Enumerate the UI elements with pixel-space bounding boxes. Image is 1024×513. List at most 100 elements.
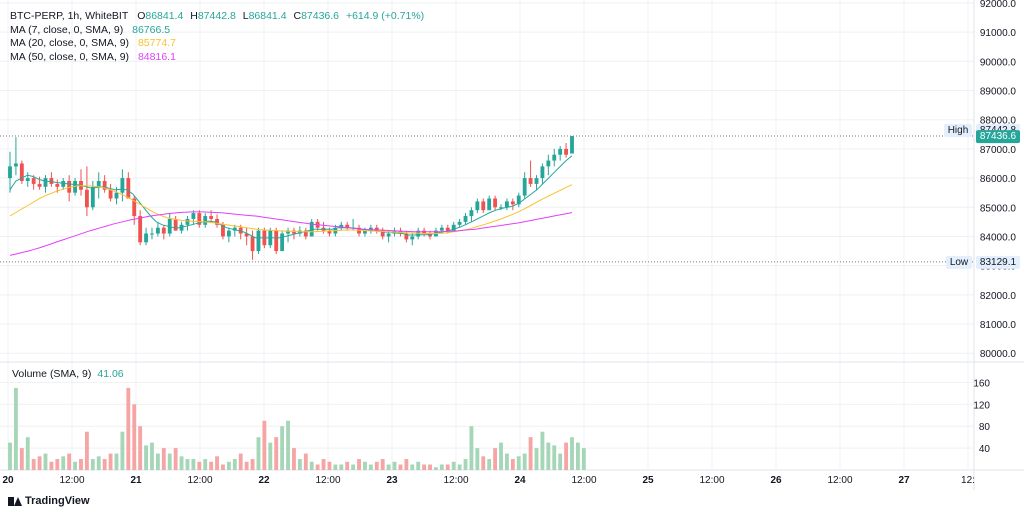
price-tick-label: 85000.0 — [980, 203, 1017, 214]
volume-bar — [463, 459, 468, 470]
volume-bar — [197, 461, 202, 470]
price-tick-label: 81000.0 — [980, 320, 1017, 331]
ohlc-low: 86841.4 — [248, 10, 287, 22]
candle-body — [102, 181, 107, 190]
volume-tick-label: 80 — [979, 422, 991, 433]
indicator-ma50[interactable]: MA (50, close, 0, SMA, 9) 84816.1 — [10, 51, 428, 65]
ohlc-close: 87436.6 — [301, 10, 340, 22]
indicator-ma20[interactable]: MA (20, close, 0, SMA, 9) 85774.7 — [10, 37, 428, 51]
candle-body — [439, 227, 444, 231]
volume-bar — [410, 464, 415, 470]
candle-body — [155, 227, 160, 234]
volume-bar — [398, 464, 403, 470]
candle-body — [25, 178, 30, 181]
ohlc-open-key: O — [137, 10, 146, 22]
current-price-label: 87436.6 — [980, 131, 1017, 142]
candle-body — [493, 198, 498, 208]
volume-bar — [144, 445, 148, 470]
volume-bar — [528, 437, 533, 470]
candle-body — [292, 230, 296, 234]
candle-body — [120, 178, 125, 193]
volume-bar — [132, 404, 137, 470]
candle-body — [552, 154, 557, 161]
volume-bar — [90, 459, 95, 470]
low-value-label: 83129.1 — [980, 257, 1017, 268]
current-price-label-bg — [976, 130, 1020, 144]
price-tick-label: 86000.0 — [980, 174, 1017, 185]
volume-bar — [67, 453, 72, 470]
time-tick-label: 12: — [961, 475, 975, 486]
volume-title: Volume (SMA, 9) — [12, 368, 92, 380]
volume-bar — [339, 464, 344, 470]
volume-legend[interactable]: Volume (SMA, 9) 41.06 — [12, 368, 124, 380]
indicator-label: MA (50, close, 0, SMA, 9) — [10, 50, 130, 63]
chart-legend: BTC-PERP, 1h, WhiteBIT O86841.4 H87442.8… — [10, 10, 428, 64]
volume-bar — [392, 461, 397, 470]
volume-bar — [43, 453, 48, 470]
candle-body — [238, 227, 243, 234]
candle-body — [90, 186, 95, 208]
indicator-value: 85774.7 — [137, 37, 176, 49]
low-value-label-bg — [976, 255, 1020, 269]
volume-bar — [226, 461, 231, 470]
volume-bar — [13, 387, 18, 470]
volume-bar — [552, 445, 557, 470]
time-tick-label: 21 — [130, 475, 142, 486]
volume-bar — [262, 420, 267, 470]
volume-bar — [380, 459, 385, 470]
volume-bar — [185, 459, 190, 470]
candle-body — [215, 218, 219, 225]
volume-bar — [61, 456, 66, 470]
volume-bar — [351, 464, 356, 470]
indicator-ma7[interactable]: MA (7, close, 0, SMA, 9) 86766.5 — [10, 24, 428, 38]
candle-body — [499, 207, 503, 209]
volume-bar — [581, 448, 586, 470]
candle-body — [286, 230, 290, 234]
volume-bar — [167, 453, 172, 470]
volume-bar — [327, 461, 332, 470]
candle-body — [19, 163, 24, 181]
volume-bar — [250, 459, 255, 470]
time-tick-label: 12:00 — [571, 475, 596, 486]
tradingview-logo[interactable]: TradingView — [8, 495, 90, 507]
volume-bar — [386, 464, 391, 470]
brand-label: TradingView — [25, 495, 90, 507]
volume-bar — [49, 461, 54, 470]
volume-bar — [357, 459, 361, 470]
time-tick-label: 26 — [770, 475, 782, 486]
ohlc-high-key: H — [190, 10, 198, 22]
price-tick-label: 82000.0 — [980, 291, 1017, 302]
volume-bar — [84, 431, 89, 470]
volume-bar — [457, 464, 462, 470]
ohlc-low-key: L — [242, 10, 249, 22]
volume-bar — [102, 459, 107, 470]
candle-body — [345, 224, 350, 228]
candle-body — [540, 166, 545, 179]
candle-body — [463, 216, 468, 222]
candle-body — [522, 178, 527, 196]
candle-body — [303, 230, 308, 237]
candle-body — [368, 227, 373, 231]
volume-bar — [268, 442, 273, 470]
candle-body — [570, 136, 574, 154]
volume-bar — [333, 464, 338, 470]
candle-body — [445, 227, 450, 231]
candle-body — [469, 210, 474, 217]
candle-body — [327, 230, 332, 234]
ohlc-high: 87442.8 — [197, 10, 236, 22]
volume-bar — [114, 453, 119, 470]
candle-body — [309, 221, 314, 237]
volume-bar — [522, 453, 527, 470]
volume-bar — [79, 459, 83, 470]
ohlc-open: 86841.4 — [145, 10, 184, 22]
volume-bar — [108, 453, 113, 470]
volume-bar — [564, 442, 569, 470]
candle-body — [161, 227, 166, 234]
time-tick-label: 25 — [642, 475, 654, 486]
candle-body — [61, 181, 66, 187]
candle-body — [558, 148, 563, 155]
candle-body — [505, 201, 509, 208]
candle-body — [528, 178, 533, 184]
